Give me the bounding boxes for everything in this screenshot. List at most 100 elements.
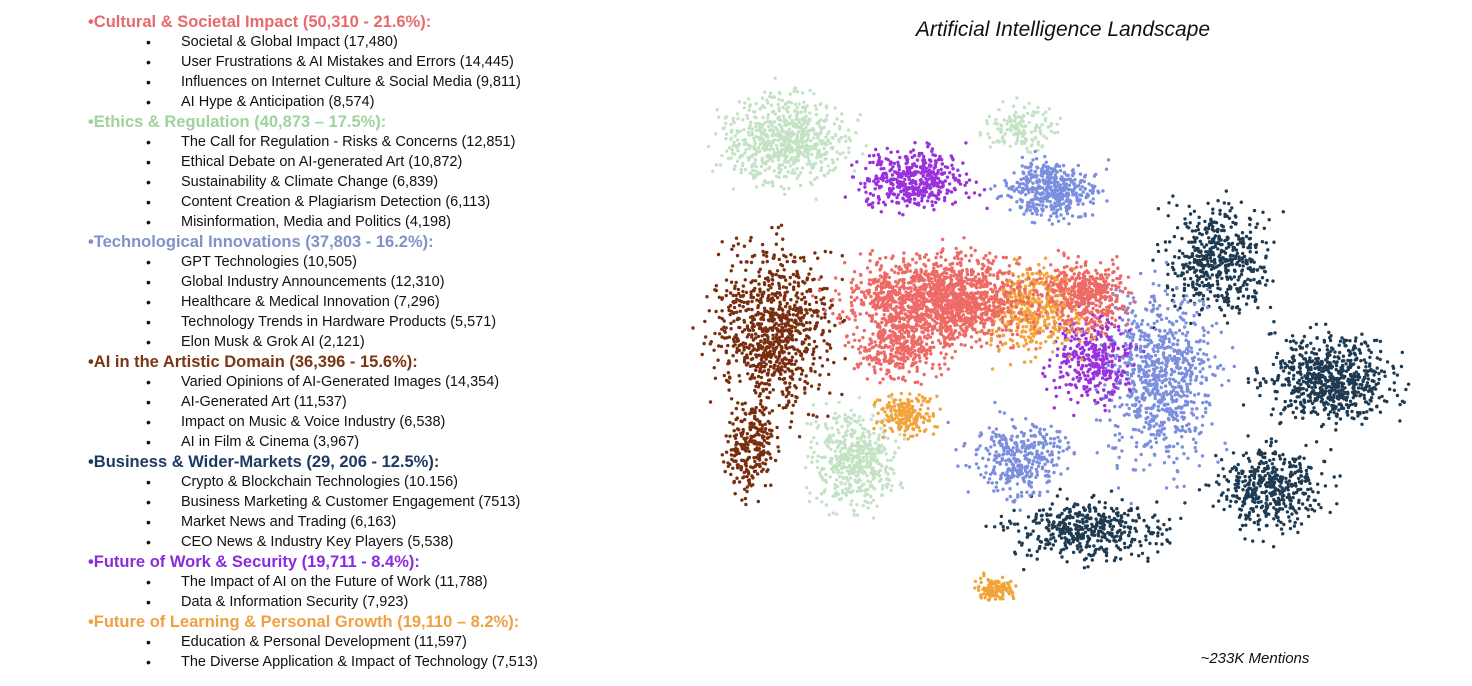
subtopic-label: Misinformation, Media and Politics (4,19… [181, 214, 451, 230]
cultural-cluster [843, 308, 957, 386]
bullet-icon: • [146, 594, 151, 610]
subtopic-label: Business Marketing & Customer Engagement… [181, 494, 521, 510]
bullet-icon: • [146, 334, 151, 350]
subtopic-label: Global Industry Announcements (12,310) [181, 274, 445, 290]
tech-cluster [946, 400, 1076, 512]
subtopic-item: • Misinformation, Media and Politics (4,1… [88, 212, 708, 232]
bullet-icon: • [146, 294, 151, 310]
subtopic-label: Healthcare & Medical Innovation (7,296) [181, 294, 440, 310]
subtopic-item: • AI in Film & Cinema (3,967) [88, 432, 708, 452]
cultural-cluster [1032, 251, 1136, 337]
bullet-icon: • [146, 534, 151, 550]
bullet-icon: • [146, 654, 151, 670]
subtopic-item: • Influences on Internet Culture & Social… [88, 72, 708, 92]
business-cluster [1151, 189, 1285, 330]
bullet-icon: • [146, 574, 151, 590]
subtopic-item: • User Frustrations & AI Mistakes and Err… [88, 52, 708, 72]
category-heading: •Future of Work & Security (19,711 - 8.4… [88, 553, 420, 571]
work-cluster [843, 141, 989, 217]
subtopic-item: • Healthcare & Medical Innovation (7,296) [88, 292, 708, 312]
bullet-icon: • [146, 634, 151, 650]
tech-cluster [1094, 260, 1236, 506]
category-heading: •Business & Wider-Markets (29, 206 - 12.… [88, 453, 440, 471]
bullet-icon: • [146, 154, 151, 170]
artistic-cluster [720, 401, 781, 507]
subtopic-label: GPT Technologies (10,505) [181, 254, 357, 270]
bullet-icon: • [146, 74, 151, 90]
subtopic-label: Elon Musk & Grok AI (2,121) [181, 334, 365, 350]
bullet-icon: • [146, 194, 151, 210]
subtopic-item: • CEO News & Industry Key Players (5,538) [88, 532, 708, 552]
subtopic-item: • Business Marketing & Customer Engagemen… [88, 492, 708, 512]
bullet-icon: • [146, 34, 151, 50]
subtopic-label: Content Creation & Plagiarism Detection … [181, 194, 491, 210]
subtopic-item: • Crypto & Blockchain Technologies (10.15… [88, 472, 708, 492]
subtopic-label: AI in Film & Cinema (3,967) [181, 434, 360, 450]
subtopic-label: Data & Information Security (7,923) [181, 594, 409, 610]
subtopic-item: • Data & Information Security (7,923) [88, 592, 708, 612]
subtopic-label: Education & Personal Development (11,597… [181, 634, 467, 650]
subtopic-item: • The Call for Regulation - Risks & Conce… [88, 132, 708, 152]
subtopic-item: • The Diverse Application & Impact of Tec… [88, 652, 708, 672]
category-heading: •Ethics & Regulation (40,873 – 17.5%): [88, 113, 387, 131]
bullet-icon: • [146, 414, 151, 430]
category-heading: •Future of Learning & Personal Growth (1… [88, 613, 520, 631]
bullet-icon: • [146, 494, 151, 510]
bullet-icon: • [146, 374, 151, 390]
bullet-icon: • [146, 94, 151, 110]
page-title: Artificial Intelligence Landscape [915, 18, 1211, 41]
ethics-cluster [978, 96, 1063, 155]
tech-cluster [989, 149, 1111, 226]
subtopic-item: • Sustainability & Climate Change (6,839) [88, 172, 708, 192]
bullet-icon: • [146, 434, 151, 450]
subtopic-item: • Market News and Trading (6,163) [88, 512, 708, 532]
mentions-count: ~233K Mentions [1200, 650, 1310, 667]
topic-legend: •Cultural & Societal Impact (50,310 - 21… [88, 12, 708, 672]
subtopic-item: • Education & Personal Development (11,59… [88, 632, 708, 652]
category-heading: •AI in the Artistic Domain (36,396 - 15.… [88, 353, 418, 371]
business-cluster [984, 487, 1187, 572]
subtopic-item: • Technology Trends in Hardware Products … [88, 312, 708, 332]
subtopic-label: The Diverse Application & Impact of Tech… [181, 654, 538, 670]
subtopic-label: Technology Trends in Hardware Products (… [181, 314, 497, 330]
subtopic-label: Varied Opinions of AI-Generated Images (… [181, 374, 500, 390]
bullet-icon: • [146, 214, 151, 230]
subtopic-item: • Content Creation & Plagiarism Detection… [88, 192, 708, 212]
ethics-cluster [706, 76, 868, 201]
business-cluster [1197, 434, 1342, 549]
subtopic-item: • Elon Musk & Grok AI (2,121) [88, 332, 708, 352]
subtopic-item: • GPT Technologies (10,505) [88, 252, 708, 272]
category-heading: •Cultural & Societal Impact (50,310 - 21… [88, 13, 432, 31]
subtopic-label: AI Hype & Anticipation (8,574) [181, 94, 375, 110]
ethics-cluster [803, 395, 907, 520]
subtopic-label: Societal & Global Impact (17,480) [181, 34, 398, 50]
subtopic-item: • Global Industry Announcements (12,310) [88, 272, 708, 292]
bullet-icon: • [146, 174, 151, 190]
subtopic-label: User Frustrations & AI Mistakes and Erro… [181, 54, 514, 70]
bullet-icon: • [146, 394, 151, 410]
bullet-icon: • [146, 274, 151, 290]
bullet-icon: • [146, 254, 151, 270]
subtopic-label: The Impact of AI on the Future of Work (… [181, 574, 488, 590]
subtopic-label: Crypto & Blockchain Technologies (10.156… [181, 474, 459, 490]
bullet-icon: • [146, 514, 151, 530]
subtopic-item: • Societal & Global Impact (17,480) [88, 32, 708, 52]
subtopic-label: Market News and Trading (6,163) [181, 514, 397, 530]
bullet-icon: • [146, 314, 151, 330]
subtopic-label: AI-Generated Art (11,537) [181, 394, 347, 410]
artistic-cluster [691, 223, 847, 439]
learning-cluster [872, 391, 942, 441]
subtopic-label: Sustainability & Climate Change (6,839) [181, 174, 439, 190]
learning-cluster [973, 571, 1018, 602]
subtopic-label: Impact on Music & Voice Industry (6,538) [181, 414, 446, 430]
category-heading: •Technological Innovations (37,803 - 16.… [88, 233, 434, 251]
ai-landscape-cluster-map [691, 76, 1411, 602]
bullet-icon: • [146, 474, 151, 490]
bullet-icon: • [146, 134, 151, 150]
subtopic-item: • Varied Opinions of AI-Generated Images … [88, 372, 708, 392]
subtopic-label: CEO News & Industry Key Players (5,538) [181, 534, 454, 550]
subtopic-label: Ethical Debate on AI-generated Art (10,8… [181, 154, 463, 170]
subtopic-item: • AI-Generated Art (11,537) [88, 392, 708, 412]
subtopic-item: • The Impact of AI on the Future of Work … [88, 572, 708, 592]
business-cluster [1241, 320, 1411, 448]
